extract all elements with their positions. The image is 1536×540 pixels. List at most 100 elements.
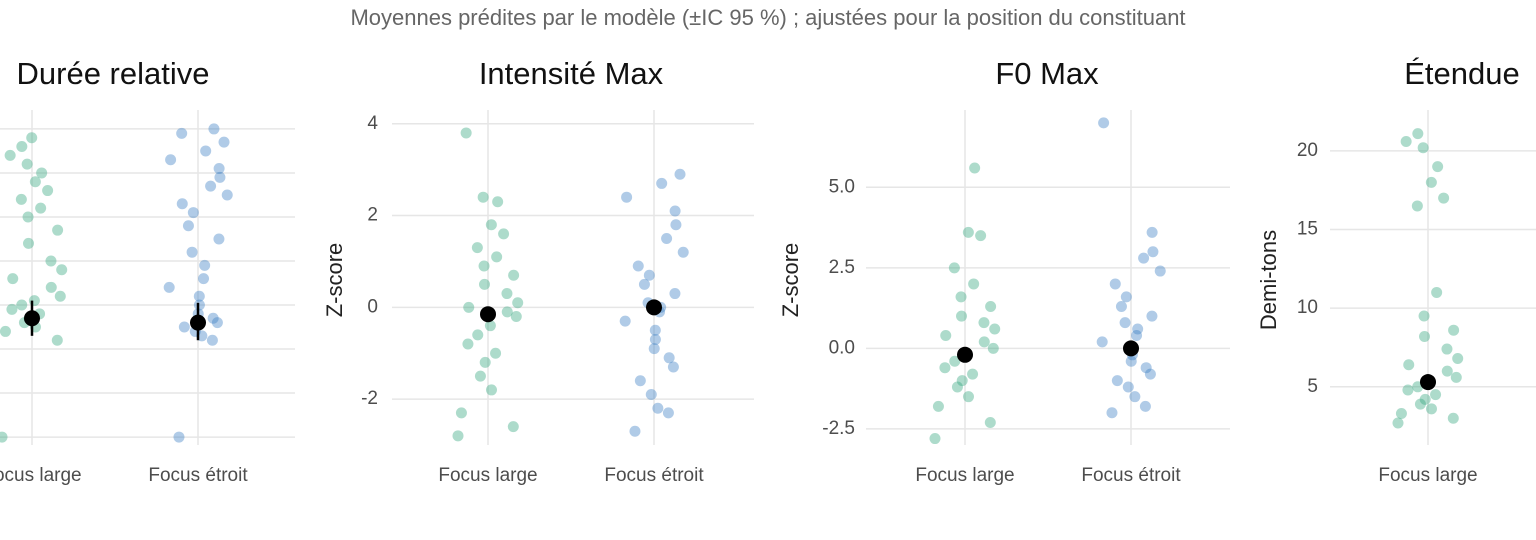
- y-tick-label: 5: [1307, 376, 1318, 397]
- data-point: [1430, 389, 1442, 401]
- data-point: [187, 207, 199, 219]
- data-point: [969, 162, 981, 174]
- data-point: [674, 168, 686, 180]
- data-point: [28, 295, 40, 307]
- data-point: [163, 281, 175, 293]
- data-point: [663, 352, 675, 364]
- data-point: [638, 278, 650, 290]
- data-point: [978, 317, 990, 329]
- data-point: [656, 177, 668, 189]
- data-point: [7, 273, 19, 285]
- data-point: [1402, 384, 1414, 396]
- data-point: [193, 299, 205, 311]
- data-point: [940, 329, 952, 341]
- data-point: [512, 297, 524, 309]
- data-point: [1419, 393, 1431, 405]
- data-point: [42, 185, 54, 197]
- data-point: [1144, 368, 1156, 380]
- data-point: [645, 389, 657, 401]
- data-point: [677, 246, 689, 258]
- data-point: [984, 416, 996, 428]
- data-point: [45, 281, 57, 293]
- data-point: [501, 288, 513, 300]
- data-point: [472, 329, 484, 341]
- data-point: [987, 342, 999, 354]
- data-point: [1417, 142, 1429, 154]
- data-point: [1119, 317, 1131, 329]
- data-point: [199, 259, 211, 271]
- data-point: [989, 323, 1001, 335]
- data-point: [1425, 403, 1437, 415]
- data-point: [1115, 300, 1127, 312]
- data-point: [176, 127, 188, 139]
- data-point: [207, 312, 219, 324]
- data-point: [1425, 176, 1437, 188]
- mean-point: [646, 299, 662, 316]
- y-tick-label: 4: [367, 113, 378, 134]
- data-point: [0, 325, 11, 337]
- data-point: [949, 355, 961, 367]
- figure-title: Moyennes prédites par le modèle (±IC 95 …: [350, 5, 1185, 30]
- data-point: [218, 136, 230, 148]
- data-point: [510, 311, 522, 323]
- data-point: [176, 198, 188, 210]
- x-tick-label: Focus large: [1378, 465, 1477, 486]
- data-point: [629, 425, 641, 437]
- data-point: [1411, 200, 1423, 212]
- data-point: [1106, 407, 1118, 419]
- data-point: [939, 362, 951, 374]
- data-point: [1125, 355, 1137, 367]
- data-point: [929, 433, 941, 445]
- data-point: [1132, 323, 1144, 335]
- data-point: [26, 132, 38, 144]
- y-tick-label: 0: [367, 296, 378, 317]
- data-point: [634, 375, 646, 387]
- data-point: [948, 262, 960, 274]
- data-point: [962, 391, 974, 403]
- data-point: [985, 300, 997, 312]
- data-point: [1447, 412, 1459, 424]
- data-point: [51, 334, 63, 346]
- data-point: [471, 242, 483, 254]
- data-point: [508, 269, 520, 281]
- mean-point: [957, 346, 973, 363]
- y-tick-label: 5.0: [829, 176, 855, 197]
- x-tick-label: Focus large: [0, 465, 82, 486]
- data-point: [1139, 400, 1151, 412]
- data-point: [56, 264, 68, 276]
- data-point: [36, 167, 48, 179]
- data-point: [460, 127, 472, 139]
- data-point: [1138, 252, 1150, 264]
- data-point: [1392, 417, 1404, 429]
- data-point: [211, 317, 223, 329]
- data-point: [221, 189, 233, 201]
- data-point: [956, 375, 968, 387]
- data-point: [507, 421, 519, 433]
- y-tick-label: -2.5: [822, 418, 855, 439]
- data-point: [1131, 329, 1143, 341]
- x-tick-label: Focus large: [438, 465, 537, 486]
- data-point: [1403, 359, 1415, 371]
- data-point: [479, 356, 491, 368]
- data-point: [619, 315, 631, 327]
- mean-point: [480, 306, 496, 323]
- mean-point: [1420, 374, 1436, 391]
- data-point: [1412, 128, 1424, 140]
- data-point: [205, 180, 217, 192]
- data-point: [23, 237, 35, 249]
- panel-title: F0 Max: [995, 56, 1099, 91]
- y-tick-label: 10: [1297, 297, 1318, 318]
- data-point: [1441, 343, 1453, 355]
- x-tick-label: Focus étroit: [148, 465, 248, 486]
- data-point: [6, 303, 18, 315]
- data-point: [967, 368, 979, 380]
- data-point: [956, 310, 968, 322]
- data-point: [52, 224, 64, 236]
- data-point: [463, 301, 475, 313]
- panel-title: Durée relative: [17, 56, 210, 91]
- data-point: [652, 402, 664, 414]
- data-point: [193, 290, 205, 302]
- x-tick-label: Focus large: [915, 465, 1014, 486]
- y-axis-title: Z-score: [778, 243, 803, 318]
